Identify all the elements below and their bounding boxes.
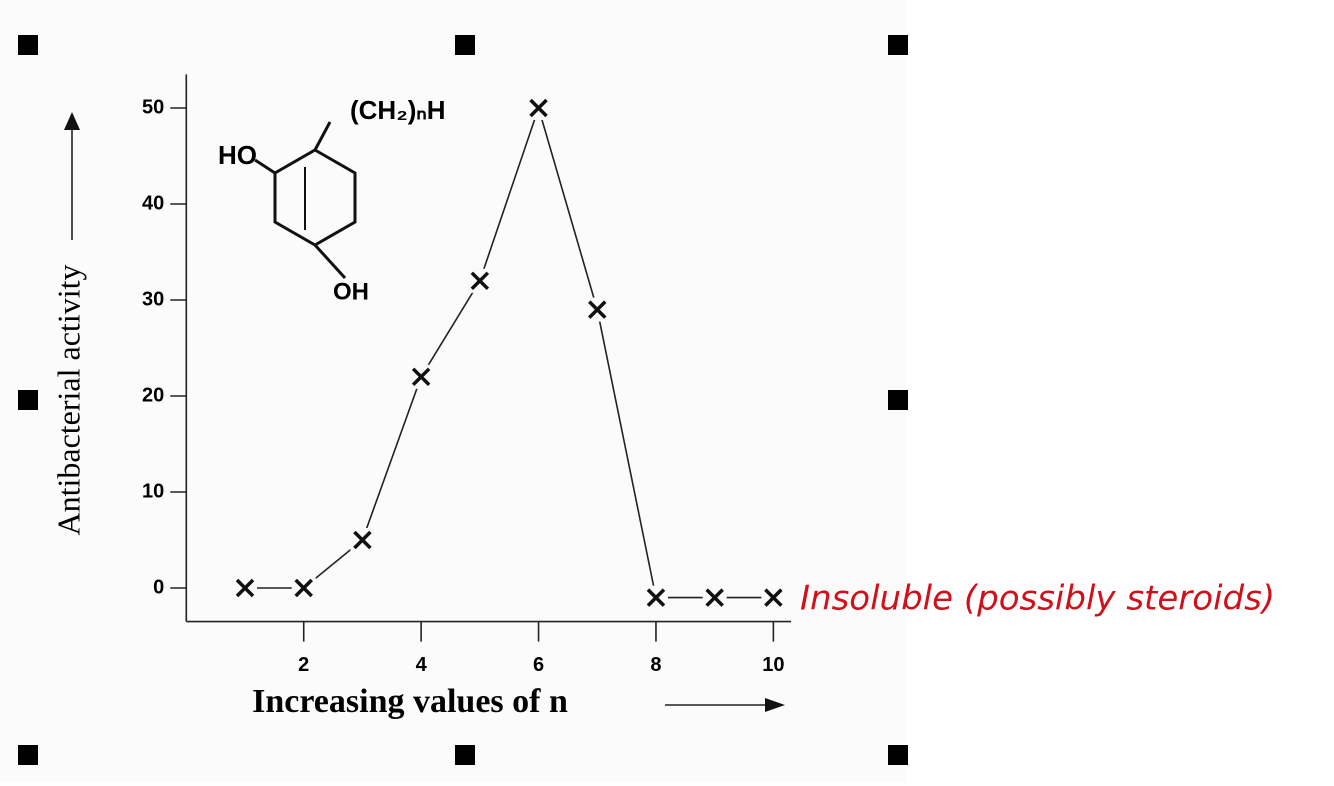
y-tick-label: 0: [153, 576, 164, 598]
molecule: [254, 121, 357, 280]
data-point: [467, 268, 492, 293]
data-point: [350, 528, 375, 552]
marker-stroke: [646, 588, 666, 607]
marker-stroke: [294, 578, 313, 598]
substituent-label: (CH₂)ₙH: [350, 95, 446, 125]
x-tick-label: 2: [298, 654, 309, 676]
marker-stroke: [411, 367, 431, 387]
y-tick-label: 20: [142, 384, 164, 406]
data-point: [585, 297, 610, 322]
data-point: [233, 576, 258, 600]
handwritten-annotation: Insoluble (possibly steroids): [800, 579, 1275, 619]
data-point: [409, 364, 434, 389]
marker-stroke: [764, 588, 783, 607]
marker-stroke: [588, 300, 607, 319]
hydroxyl-label: HO: [218, 140, 257, 170]
axis-arrow-head: [64, 112, 80, 130]
y-tick-label: 10: [142, 480, 164, 502]
marker-stroke: [529, 98, 548, 118]
data-point: [291, 576, 316, 600]
x-axis-label: Increasing values of n: [252, 683, 568, 720]
axis-arrow-head: [765, 698, 785, 712]
data-point: [526, 96, 551, 120]
y-tick-label: 30: [142, 288, 164, 310]
data-point: [643, 585, 668, 610]
marker-stroke: [470, 271, 490, 291]
hydroxyl-label: OH: [333, 278, 369, 305]
x-tick-label: 10: [762, 654, 784, 676]
x-tick-label: 6: [533, 654, 544, 676]
y-axis-label: Antibacterial activity: [50, 265, 86, 536]
data-point: [702, 585, 727, 610]
y-tick-label: 50: [142, 96, 164, 118]
data-point: [761, 585, 786, 610]
scanned-page: [0, 0, 906, 781]
marker-stroke: [705, 588, 724, 607]
selection-handles: [18, 35, 908, 765]
x-tick-label: 8: [650, 654, 661, 676]
y-tick-label: 40: [142, 192, 164, 214]
data-line: [245, 105, 774, 599]
x-tick-label: 4: [416, 654, 428, 676]
marker-stroke: [235, 578, 255, 598]
marker-stroke: [353, 530, 372, 550]
